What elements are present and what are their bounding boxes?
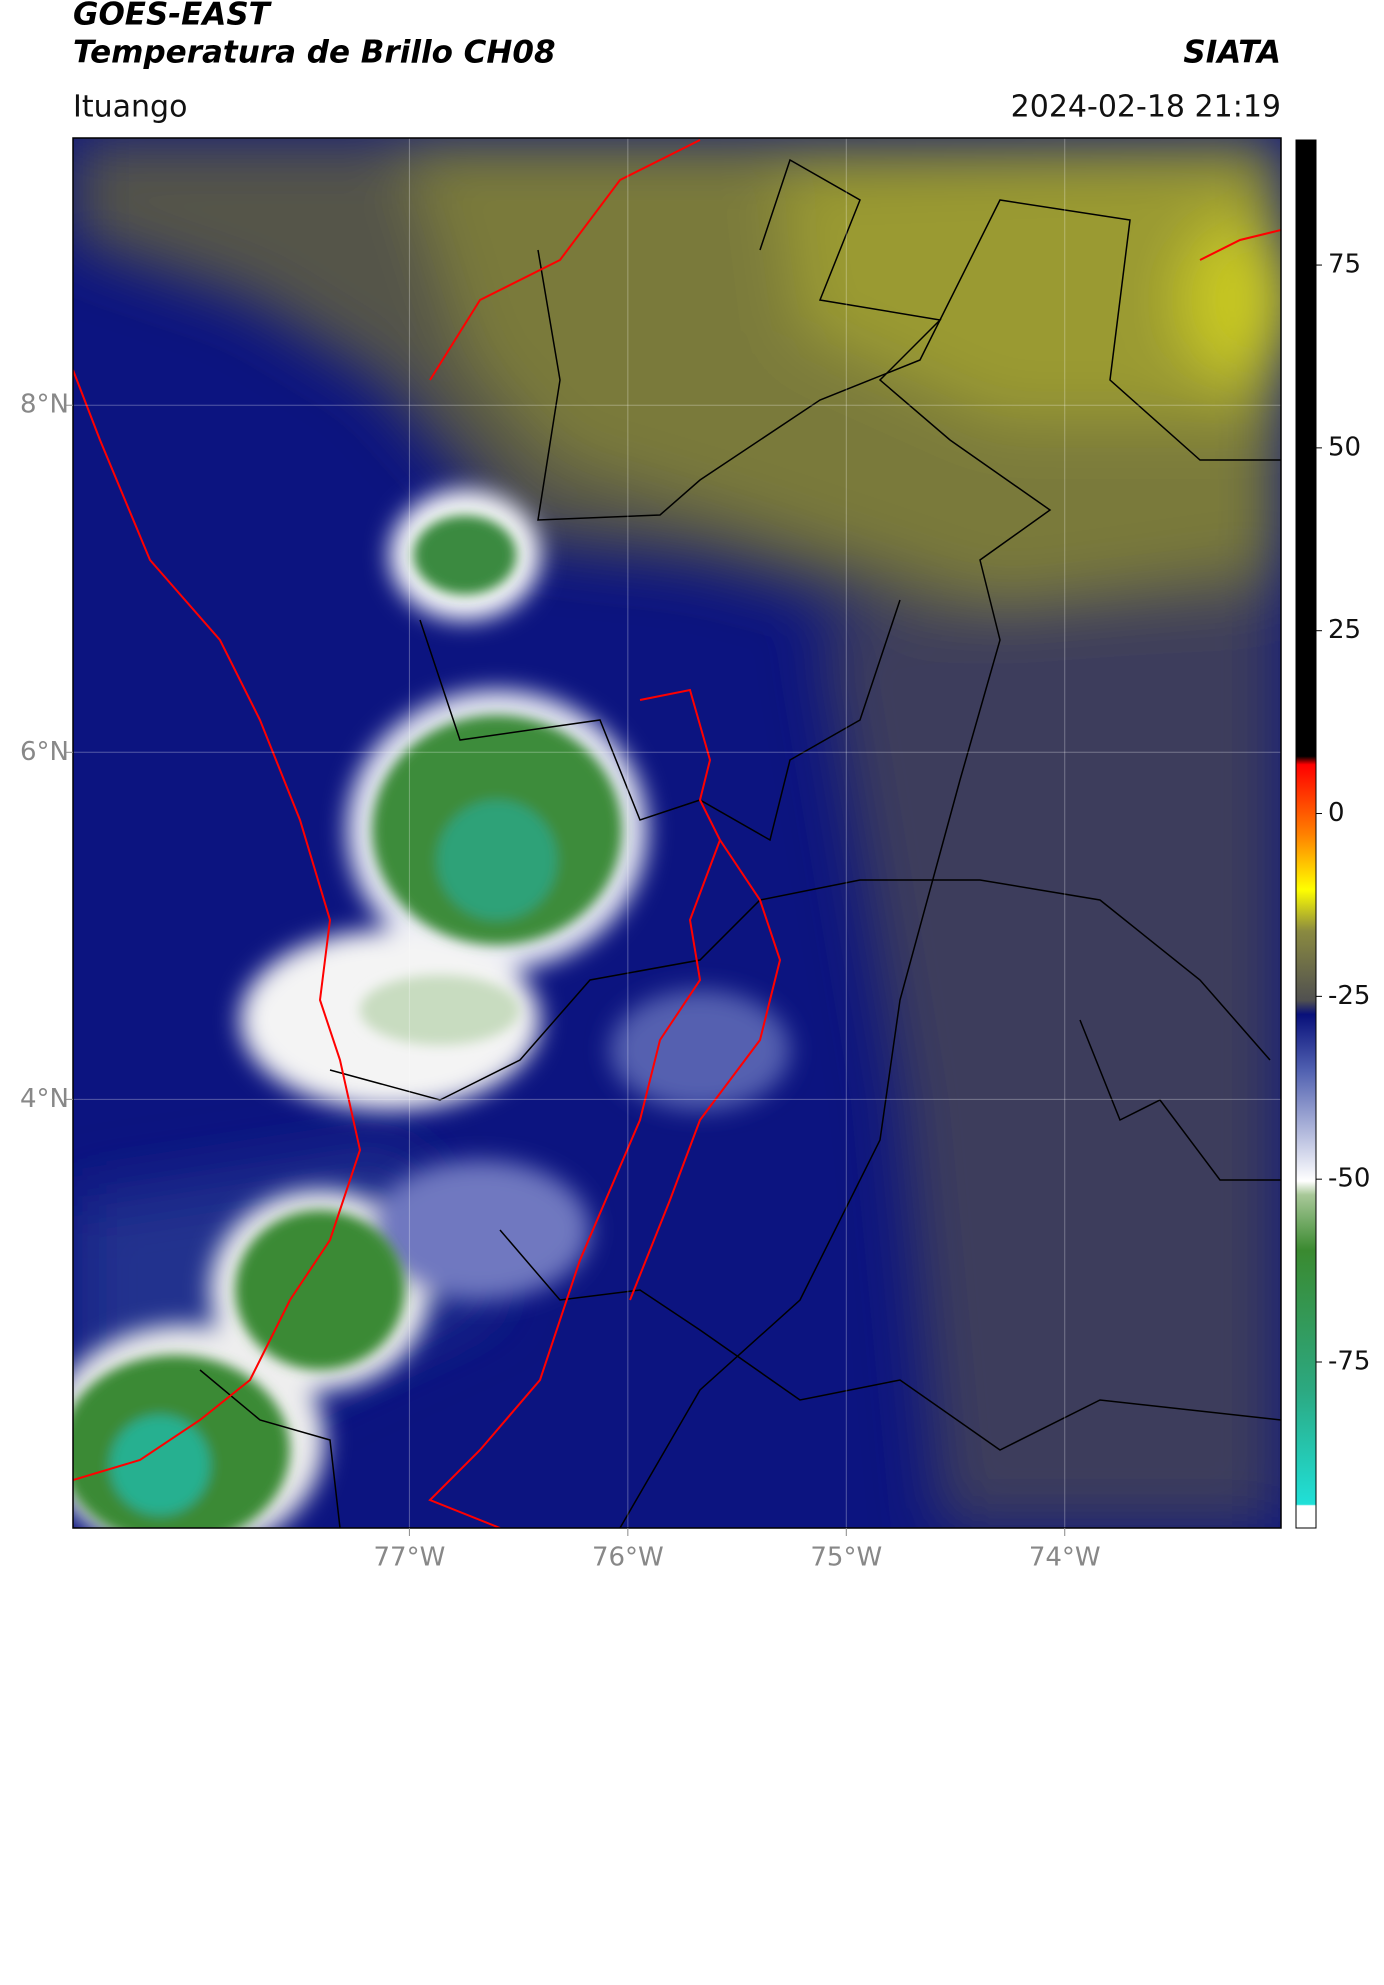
datetime: 2024-02-18 21:19	[1011, 90, 1281, 125]
y-tick-label: 8°N	[20, 390, 69, 420]
y-tick-label: 4°N	[20, 1084, 69, 1114]
colorbar-tick-label: 75	[1328, 250, 1361, 280]
colorbar-tick-label: 25	[1328, 615, 1361, 645]
colorbar-tick-label: -50	[1328, 1164, 1370, 1194]
title-line2: Temperatura de Brillo CH08	[73, 35, 556, 71]
title-line1: GOES-EAST	[73, 0, 273, 33]
x-tick-label: 74°W	[1029, 1543, 1101, 1573]
satellite-image	[73, 138, 1281, 1528]
colorbar-tick-label: 50	[1328, 432, 1361, 462]
y-tick-label: 6°N	[20, 737, 69, 767]
colorbar	[1295, 139, 1317, 1529]
location: Ituango	[73, 90, 187, 125]
graticule	[73, 138, 1281, 1528]
x-tick-label: 76°W	[592, 1543, 664, 1573]
x-tick-label: 77°W	[374, 1543, 446, 1573]
x-tick-label: 75°W	[810, 1543, 882, 1573]
org: SIATA	[1183, 35, 1281, 71]
colorbar-tick-label: 0	[1328, 798, 1345, 828]
colorbar-tick-label: -25	[1328, 981, 1370, 1011]
map-frame	[72, 137, 1282, 1529]
colorbar-tick-label: -75	[1328, 1346, 1370, 1376]
